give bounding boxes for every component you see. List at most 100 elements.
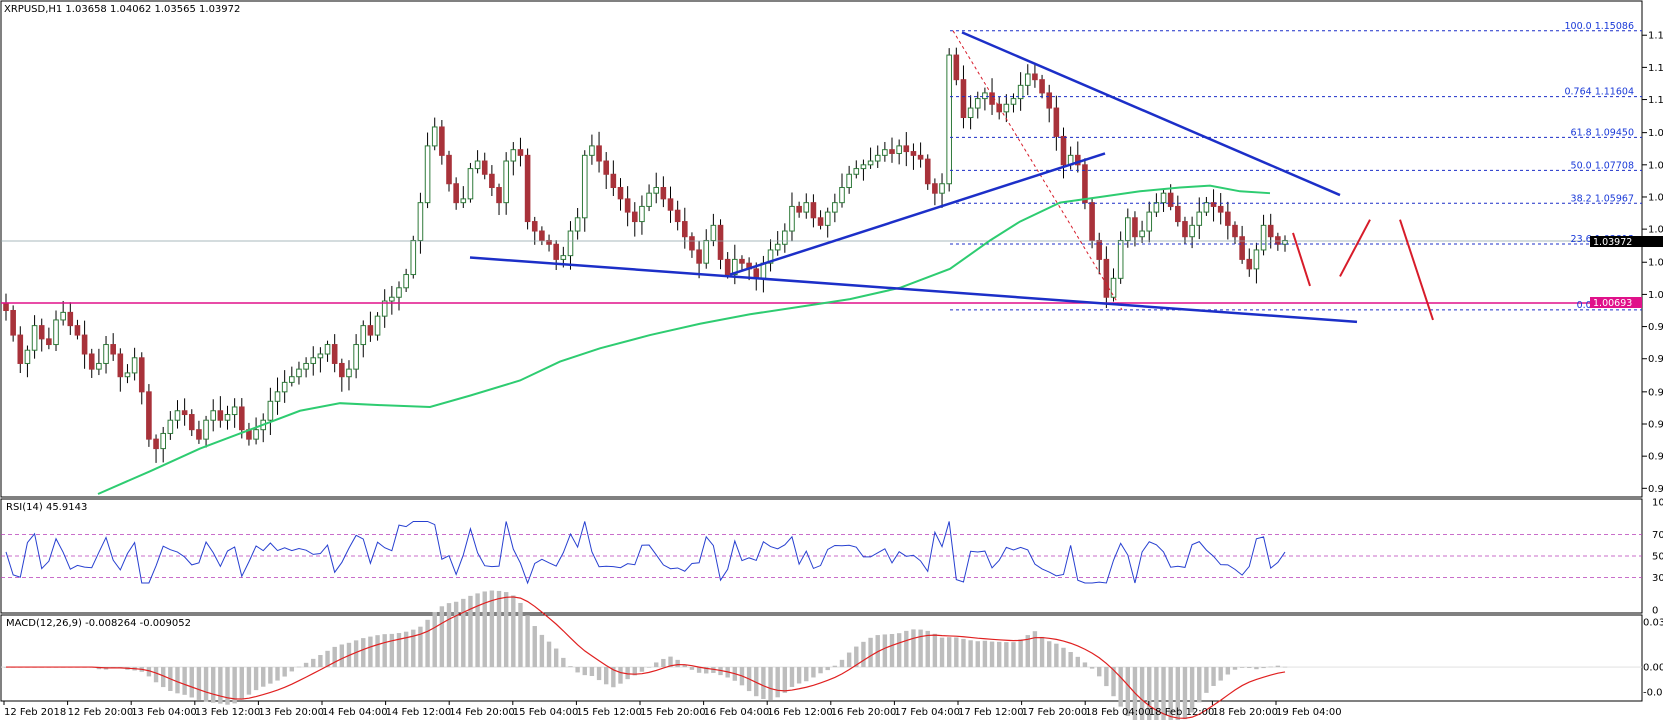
bear-candle: [1275, 236, 1281, 245]
bear-candle: [181, 410, 188, 416]
macd-bar: [446, 603, 452, 668]
macd-bar: [225, 667, 230, 705]
bull-candle: [639, 205, 645, 223]
macd-bar: [332, 646, 337, 668]
bull-candle: [381, 300, 388, 317]
bear-candle: [660, 187, 667, 200]
macd-bar: [825, 667, 830, 671]
macd-bar: [1039, 636, 1045, 668]
macd-bar: [425, 619, 430, 668]
macd-bar: [1168, 667, 1173, 720]
bear-candle: [810, 202, 817, 219]
macd-bar: [1254, 667, 1259, 670]
macd-bar: [1111, 667, 1116, 697]
bear-candle: [331, 344, 338, 364]
price-tick-label: 0.94300: [1648, 420, 1663, 431]
bear-candle: [624, 198, 631, 213]
macd-bar: [1268, 666, 1273, 668]
macd-bar: [296, 666, 302, 668]
support-price-tag: 1.00693: [1590, 297, 1642, 309]
time-tick-label: 13 Feb 20:00: [258, 707, 324, 718]
bear-candle: [524, 154, 531, 223]
macd-bar: [1204, 667, 1209, 693]
macd-bar: [1161, 667, 1166, 720]
falling-trendline: [961, 31, 1341, 197]
macd-bar: [503, 592, 509, 668]
rsi-header: RSI(14) 45.9143: [6, 502, 87, 513]
time-tick-label: 18 Feb 12:00: [1149, 707, 1215, 718]
price-tick-label: 1.01150: [1648, 290, 1663, 301]
bull-candle: [1017, 84, 1024, 100]
rsi-tick-label: 70: [1652, 530, 1663, 541]
macd-bar: [553, 648, 559, 668]
price-tick-label: 1.11450: [1648, 95, 1663, 106]
macd-bar: [325, 650, 330, 668]
bull-candle: [882, 149, 888, 156]
bear-candle: [674, 209, 681, 223]
macd-bar: [761, 667, 766, 699]
bear-candle: [3, 302, 9, 311]
bear-candle: [739, 258, 745, 264]
macd-bar: [518, 602, 523, 668]
macd-bar: [968, 640, 973, 668]
macd-bar: [153, 667, 159, 683]
bull-candle: [874, 154, 881, 162]
macd-bar: [1282, 666, 1288, 668]
bull-candle: [160, 432, 166, 450]
bull-candle: [231, 406, 238, 416]
macd-bar: [1154, 667, 1159, 720]
bull-candle: [96, 362, 102, 370]
macd-bar: [918, 629, 923, 668]
macd-bar: [989, 641, 995, 668]
macd-bar: [311, 658, 316, 668]
macd-bar: [946, 637, 952, 668]
macd-bar: [189, 667, 194, 698]
macd-bar: [939, 637, 945, 668]
bull-candle: [589, 145, 595, 156]
bull-candle: [24, 349, 31, 364]
macd-bar: [489, 590, 495, 668]
bear-candle: [546, 239, 552, 245]
bull-candle: [1153, 202, 1160, 213]
macd-bar: [261, 667, 266, 687]
bear-candle: [903, 145, 910, 153]
macd-bar: [704, 667, 709, 674]
bear-candle: [717, 224, 724, 260]
bear-candle: [910, 151, 917, 156]
macd-bar: [754, 667, 759, 697]
bull-candle: [474, 160, 481, 170]
bear-candle: [1232, 224, 1238, 238]
macd-bar: [1125, 667, 1131, 717]
bull-candle: [103, 344, 109, 364]
macd-series: [1, 590, 1642, 720]
fib-level-label: 50.0 1.07708: [1571, 160, 1634, 171]
macd-bar: [232, 667, 237, 704]
bull-candle: [767, 249, 774, 264]
bear-candle: [1132, 217, 1138, 238]
sma-line: [97, 184, 1271, 495]
macd-bar: [904, 630, 909, 668]
macd-bar: [496, 590, 502, 668]
bear-candle: [596, 145, 602, 162]
macd-bar: [1004, 642, 1009, 668]
price-tick-label: 1.13150: [1648, 63, 1663, 74]
price-tick-label: 0.92600: [1648, 452, 1663, 463]
bear-candle: [88, 353, 95, 370]
bull-candle: [896, 145, 902, 154]
rsi-line: [5, 520, 1286, 585]
bear-candle: [610, 173, 617, 189]
macd-bar: [303, 662, 309, 668]
macd-bar: [839, 659, 845, 668]
bear-candle: [1167, 192, 1174, 207]
macd-bar: [1218, 667, 1223, 681]
macd-bar: [282, 667, 287, 677]
time-tick-label: 13 Feb 04:00: [131, 707, 197, 718]
bear-candle: [439, 126, 445, 156]
forecast-stroke: [1339, 219, 1371, 277]
macd-bar: [403, 631, 409, 668]
bear-candle: [238, 406, 245, 431]
macd-bar: [218, 667, 223, 704]
price-tick-label: 0.96000: [1648, 387, 1663, 398]
bear-candle: [917, 154, 924, 160]
time-tick-label: 18 Feb 20:00: [1212, 707, 1278, 718]
